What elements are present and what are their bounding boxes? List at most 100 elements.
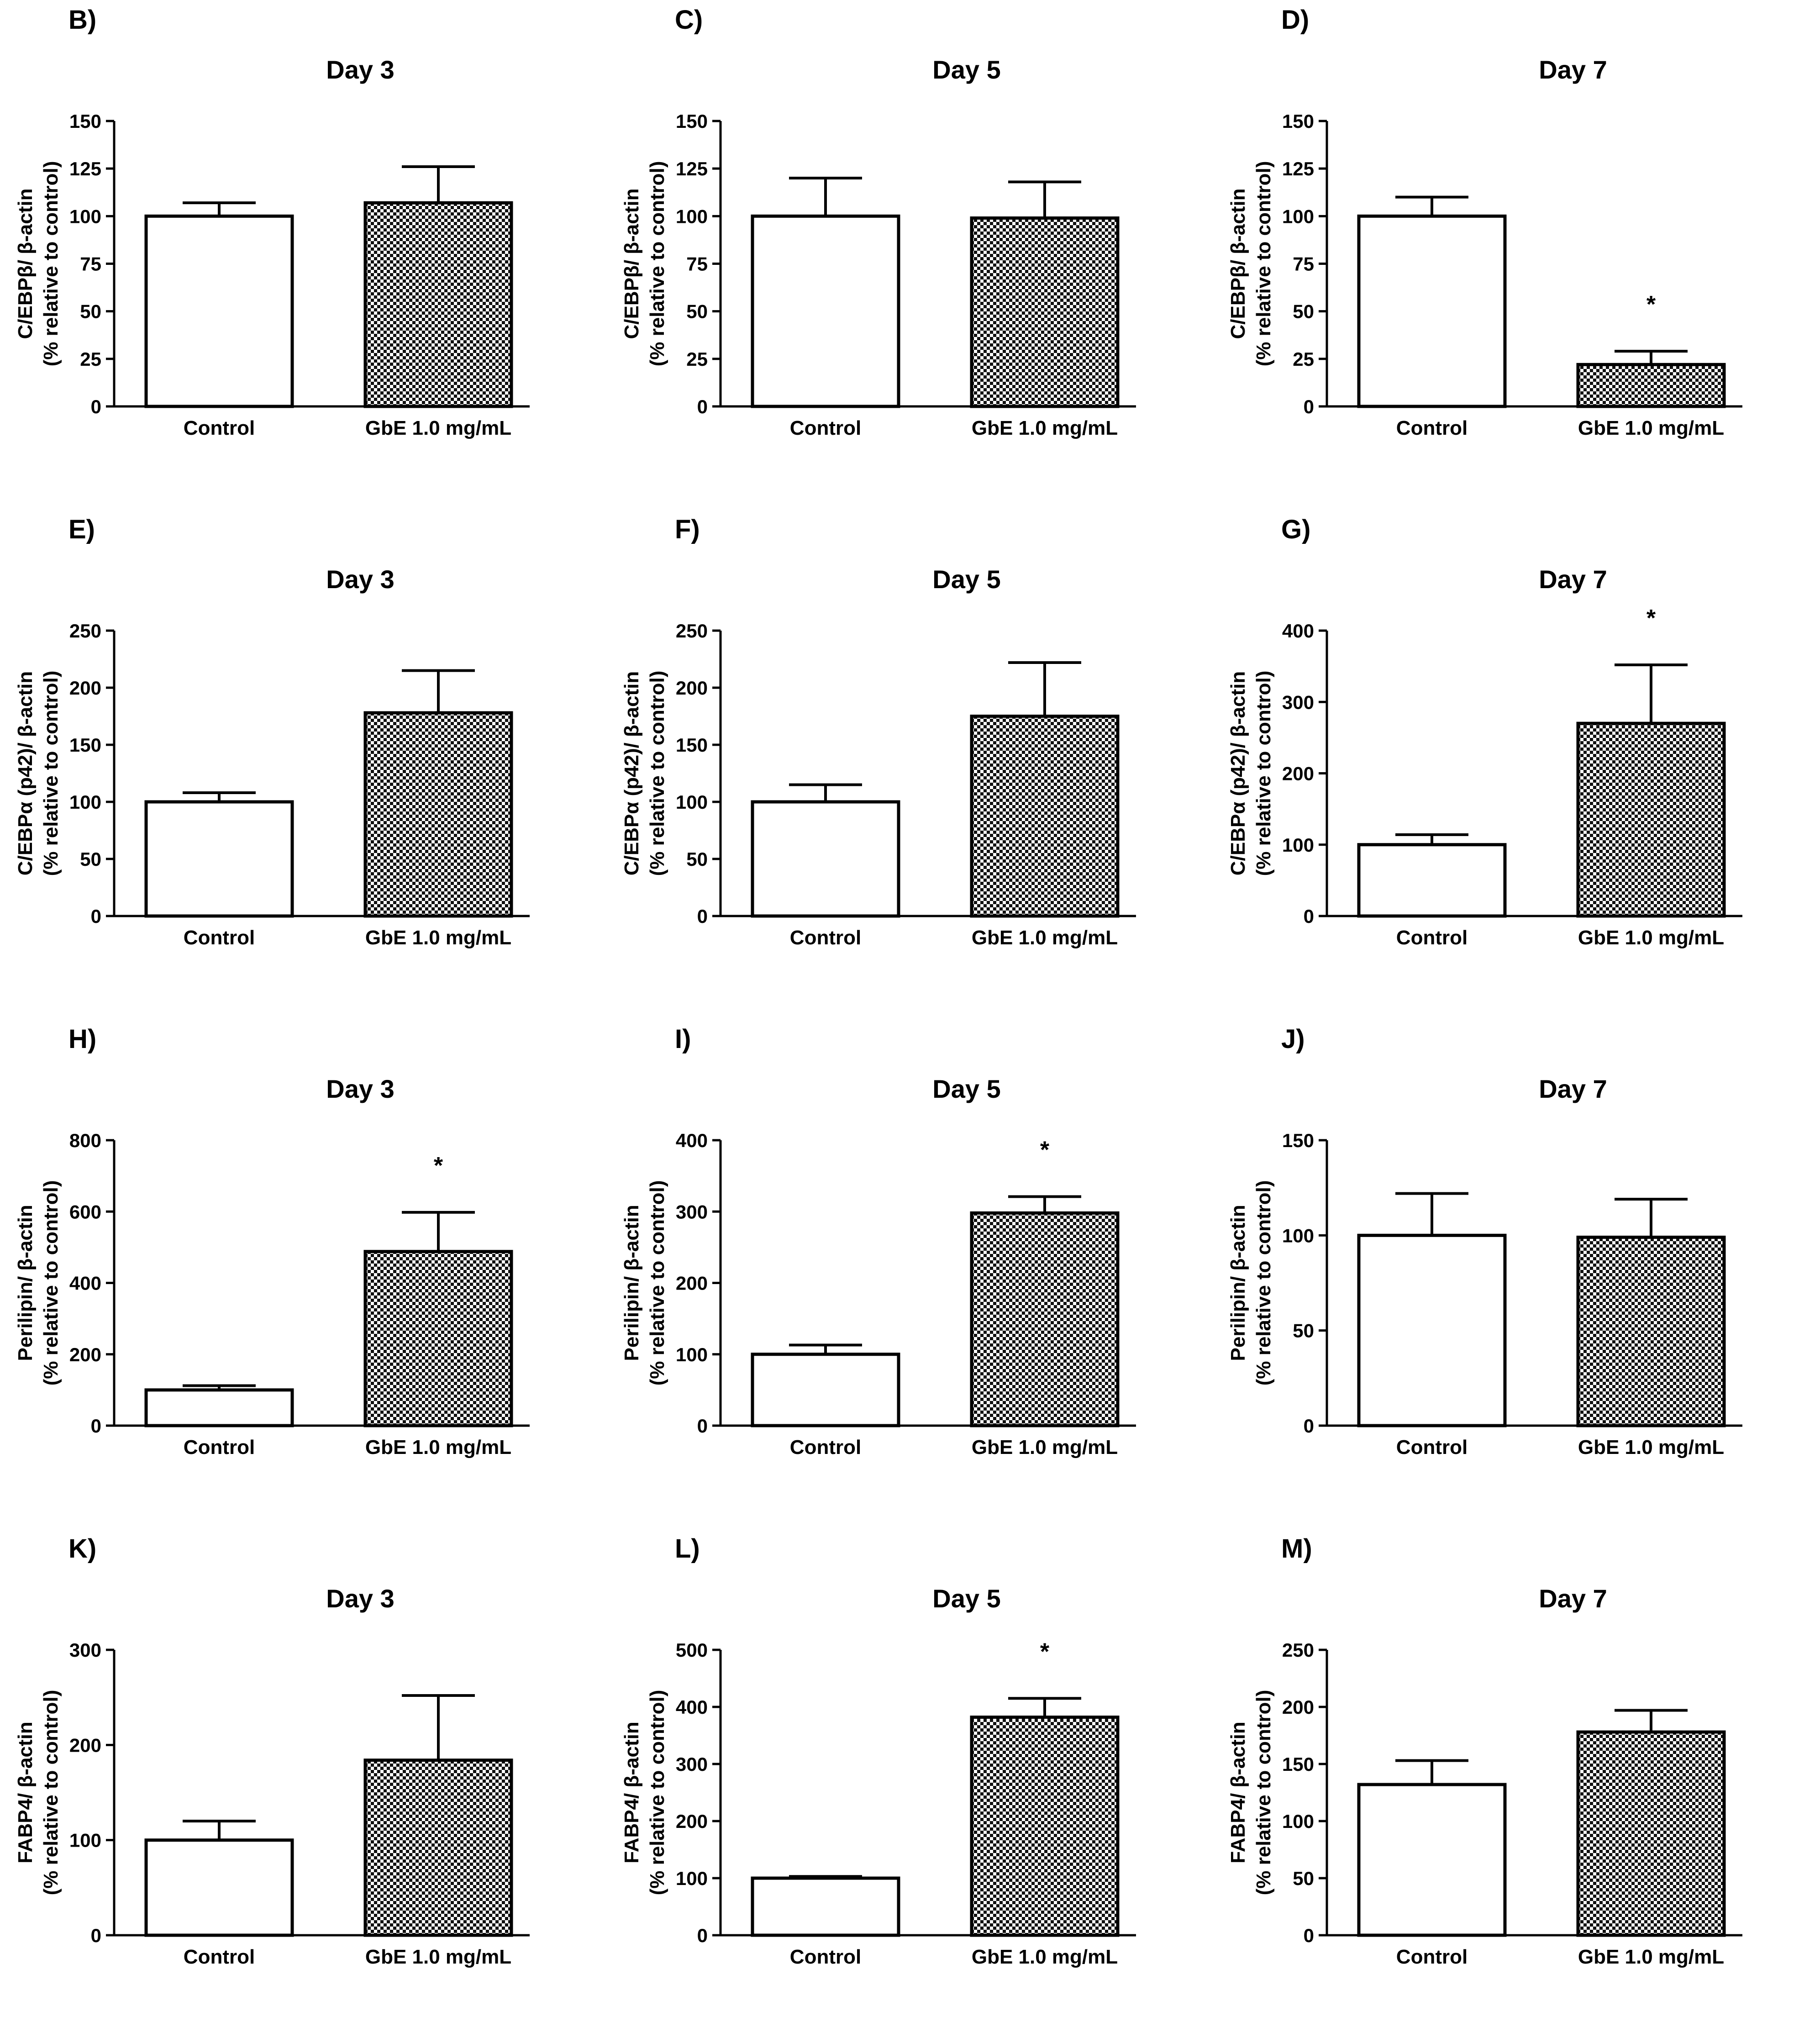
panel-letter: F): [675, 515, 700, 544]
chart-title: Day 5: [932, 1074, 1001, 1103]
chart-title: Day 3: [326, 1074, 395, 1103]
bar-chart-l: 0 100 200 300 400 500 Control GbE 1.0 mg/mL * FAB…: [621, 1638, 1136, 1968]
y-tick-label: 100: [1282, 834, 1314, 856]
y-tick-label: 75: [80, 253, 101, 275]
y-tick-label: 150: [676, 734, 708, 756]
bar-control: [144, 1838, 294, 1937]
y-axis-label-line2: (% relative to control): [40, 671, 62, 876]
y-tick-label: 300: [676, 1753, 708, 1775]
panel-letter: E): [68, 515, 95, 544]
bar-chart-m: 0 50 100 150 200 250 Control GbE 1.0 mg/mL FABP4…: [1227, 1639, 1742, 1968]
panel-letter: B): [68, 5, 97, 35]
y-axis-label: Perilipin/ β-actin (% relative to control…: [14, 1180, 62, 1386]
y-tick-label: 25: [1293, 348, 1314, 370]
y-axis-label-line1: C/EBPβ/ β-actin: [14, 189, 37, 339]
y-axis-label-line1: C/EBPα (p42)/ β-actin: [1227, 671, 1249, 876]
y-tick-label: 25: [80, 348, 101, 370]
y-tick-label: 400: [69, 1273, 101, 1294]
y-tick-label: 50: [686, 301, 708, 322]
panel-letter: D): [1281, 5, 1310, 35]
category-label: GbE 1.0 mg/mL: [972, 417, 1118, 439]
chart-title: Day 7: [1539, 565, 1607, 594]
y-tick-label: 0: [1304, 1415, 1314, 1437]
y-tick-label: 150: [676, 111, 708, 132]
y-tick-label: 400: [676, 1696, 708, 1718]
y-axis-label-line1: FABP4/ β-actin: [14, 1722, 37, 1863]
y-axis-label-line2: (% relative to control): [40, 1180, 62, 1386]
y-axis-label: C/EBPβ/ β-actin (% relative to control): [621, 161, 668, 367]
category-label: GbE 1.0 mg/mL: [1578, 927, 1724, 949]
bar-control: [1357, 214, 1507, 408]
category-label: GbE 1.0 mg/mL: [972, 1436, 1118, 1459]
y-tick-label: 0: [91, 1925, 101, 1946]
panel-b: B) Day 3 0 25 50 75 100 125 150 Control GbE 1.0 mg…: [0, 5, 606, 514]
bar-chart-i: 0 100 200 300 400 Control GbE 1.0 mg/mL * Perili…: [621, 1130, 1136, 1459]
panel-c: C) Day 5 0 25 50 75 100 125 150 Control GbE 1.0 mg…: [606, 5, 1213, 514]
y-axis-label-line2: (% relative to control): [1252, 161, 1275, 367]
category-label: Control: [184, 1436, 255, 1459]
category-label: GbE 1.0 mg/mL: [1578, 417, 1724, 439]
y-axis-label: C/EBPα (p42)/ β-actin (% relative to cont…: [621, 671, 668, 876]
bar-gbe: [1576, 1730, 1726, 1937]
y-tick-label: 100: [69, 1830, 101, 1851]
category-label: Control: [1396, 1946, 1468, 1968]
bar-gbe: [970, 715, 1120, 918]
significance-asterisk: *: [434, 1153, 443, 1179]
y-tick-label: 50: [1293, 1868, 1314, 1889]
panel-letter: I): [675, 1024, 691, 1054]
category-label: Control: [1396, 927, 1468, 949]
y-axis-label: C/EBPβ/ β-actin (% relative to control): [1227, 161, 1275, 367]
panel-letter: C): [675, 5, 703, 35]
y-tick-label: 100: [676, 1344, 708, 1365]
y-axis-label: Perilipin/ β-actin (% relative to control…: [621, 1180, 668, 1386]
bar-control: [1357, 1783, 1507, 1937]
category-label: GbE 1.0 mg/mL: [1578, 1436, 1724, 1459]
y-axis-label-line2: (% relative to control): [1252, 1180, 1275, 1386]
category-label: GbE 1.0 mg/mL: [365, 1436, 511, 1459]
category-label: Control: [184, 417, 255, 439]
y-axis-label-line2: (% relative to control): [1252, 1690, 1275, 1896]
y-tick-label: 400: [1282, 620, 1314, 642]
y-axis-label-line1: FABP4/ β-actin: [1227, 1722, 1249, 1863]
y-tick-label: 150: [1282, 1753, 1314, 1775]
y-tick-label: 75: [686, 253, 708, 275]
y-tick-label: 400: [676, 1130, 708, 1151]
chart-title: Day 3: [326, 55, 395, 84]
y-tick-label: 100: [1282, 1811, 1314, 1832]
y-tick-label: 800: [69, 1130, 101, 1151]
y-axis-label-line2: (% relative to control): [646, 161, 668, 367]
category-label: GbE 1.0 mg/mL: [972, 927, 1118, 949]
bar-control: [144, 800, 294, 918]
panel-k: K) Day 3 0 100 200 300 Control GbE 1.0 mg/mL FAB…: [0, 1533, 606, 2043]
y-tick-label: 300: [1282, 691, 1314, 713]
bar-control: [1357, 1233, 1507, 1427]
category-label: GbE 1.0 mg/mL: [972, 1946, 1118, 1968]
category-label: Control: [1396, 1436, 1468, 1459]
panel-d: D) Day 7 0 25 50 75 100 125 150 Control GbE 1.0 mg…: [1213, 5, 1819, 514]
bar-chart-j: 0 50 100 150 Control GbE 1.0 mg/mL Perilipin/ …: [1227, 1130, 1742, 1459]
y-axis-label-line1: C/EBPα (p42)/ β-actin: [621, 671, 643, 876]
bar-control: [751, 214, 900, 408]
y-axis-label-line1: Perilipin/ β-actin: [1227, 1205, 1249, 1361]
category-label: GbE 1.0 mg/mL: [1578, 1946, 1724, 1968]
chart-title: Day 5: [932, 55, 1001, 84]
y-tick-label: 100: [1282, 1225, 1314, 1246]
y-axis-label-line2: (% relative to control): [40, 1690, 62, 1896]
panel-m: M) Day 7 0 50 100 150 200 250 Control GbE 1.0 mg/…: [1213, 1533, 1819, 2043]
y-tick-label: 0: [697, 906, 708, 927]
bar-control: [751, 1876, 900, 1937]
y-tick-label: 100: [676, 1868, 708, 1889]
category-label: GbE 1.0 mg/mL: [365, 927, 511, 949]
y-tick-label: 300: [69, 1639, 101, 1661]
y-tick-label: 0: [91, 396, 101, 417]
bar-control: [144, 1388, 294, 1427]
y-tick-label: 200: [69, 1734, 101, 1756]
chart-title: Day 7: [1539, 1074, 1607, 1103]
category-label: Control: [790, 1436, 861, 1459]
y-tick-label: 100: [676, 205, 708, 227]
y-tick-label: 100: [69, 791, 101, 813]
chart-title: Day 3: [326, 565, 395, 594]
bar-gbe: [970, 1716, 1120, 1937]
y-tick-label: 200: [676, 677, 708, 699]
